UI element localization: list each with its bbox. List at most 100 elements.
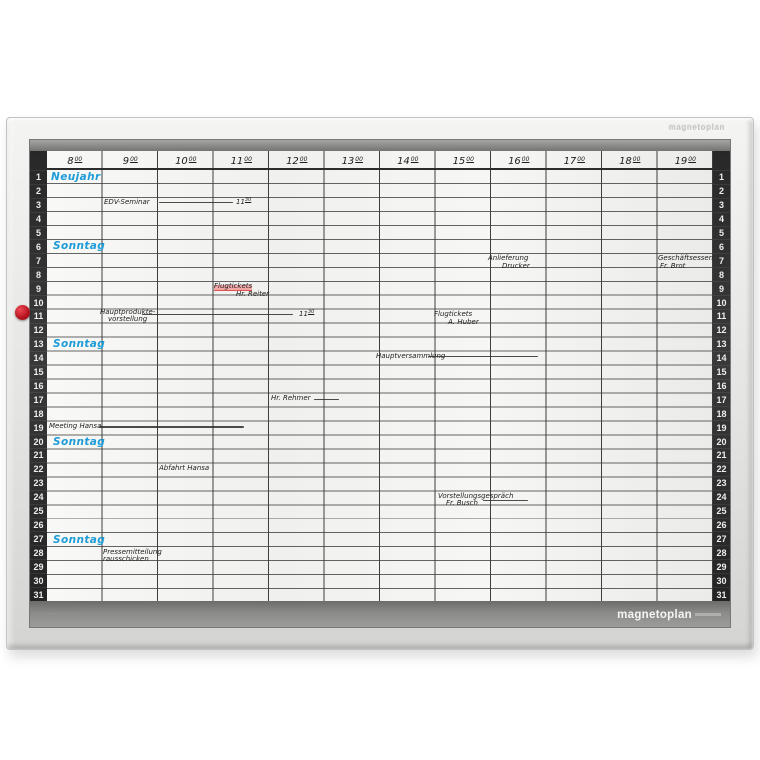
row-number: 28 [713, 545, 730, 559]
time-label: 10 00 [175, 156, 197, 167]
row-number: 8 [30, 267, 47, 281]
frame-emboss-logo: magnetoplan [668, 123, 725, 132]
logo-tagline [695, 613, 721, 616]
row-number: 1 [30, 169, 47, 184]
time-label: 16 00 [508, 156, 530, 167]
appointment-entry: Meeting Hansa [49, 421, 102, 430]
marker-line [159, 201, 233, 204]
time-label: 11 00 [230, 156, 252, 167]
appointment-entry: EDV-Seminar [104, 198, 150, 207]
row-number: 26 [713, 517, 730, 532]
time-label: 12 00 [286, 156, 308, 167]
row-number: 15 [30, 364, 47, 379]
time-label: 14 00 [397, 156, 419, 167]
row-number: 22 [713, 461, 730, 476]
row-number: 25 [30, 503, 47, 518]
appointment-entry: Flugtickets A. Huber [434, 310, 479, 326]
time-header: 8 00 9 00 10 00 11 00 12 00 13 00 14 00 15 00 16 00 17 00 18… [47, 151, 713, 170]
red-magnet [15, 305, 30, 320]
row-number: 19 [30, 420, 47, 434]
entries-layer: Neujahr EDV-Seminar 1130 Sonntag Anlieferung… [47, 170, 713, 601]
row-number: 4 [30, 211, 47, 226]
time-label: 17 00 [563, 156, 585, 167]
row-number: 16 [30, 378, 47, 393]
row-number: 19 [713, 420, 730, 434]
row-number: 24 [713, 489, 730, 504]
row-number: 25 [713, 503, 730, 518]
row-numbers-left: 1 2 3 4 5 6 7 8 9 10 11 12 13 14 15 16 17 18 19 20 21 22 23 24 2… [30, 151, 47, 601]
time-label: 15 00 [452, 156, 474, 167]
time-label: 8 00 [67, 156, 83, 167]
row-number: 9 [713, 281, 730, 295]
row-number: 4 [713, 211, 730, 226]
appointment-entry: 1130 [236, 197, 252, 207]
row-number: 26 [30, 517, 47, 532]
row-number: 31 [713, 587, 730, 601]
row-number: 3 [713, 197, 730, 212]
row-number: 24 [30, 489, 47, 504]
row-number: 27 [713, 531, 730, 545]
row-numbers-right: 1 2 3 4 5 6 7 8 9 10 11 12 13 14 15 16 17 18 19 20 21 22 23 24 2… [713, 151, 730, 601]
row-number: 15 [713, 364, 730, 379]
planner-board: magnetoplan 1 2 3 4 5 6 7 8 9 10 11 12 13 14 15 16 17 18 1… [6, 117, 754, 650]
day-label: Sonntag [53, 240, 106, 253]
row-number: 17 [30, 392, 47, 406]
row-number: 1 [713, 169, 730, 184]
row-number: 18 [713, 406, 730, 420]
row-number: 21 [30, 448, 47, 462]
row-number: 21 [713, 448, 730, 462]
appointment-entry: Pressemitteilung rausschicken [103, 547, 162, 564]
row-number: 9 [30, 281, 47, 295]
row-number: 29 [713, 559, 730, 573]
magnetoplan-logo: magnetoplan [617, 609, 692, 621]
appointment-entry: Geschäftsessen Fr. Brot [658, 254, 714, 270]
appointment-entry: Hauptversammlung [376, 352, 446, 361]
row-number: 31 [30, 587, 47, 601]
row-number: 23 [30, 475, 47, 490]
appointment-entry: Hauptprodukte-vorstellung [100, 307, 156, 324]
appointment-entry: Vorstellungsgespräch Fr. Busch [438, 491, 514, 508]
row-number: 2 [30, 183, 47, 198]
row-number: 6 [30, 239, 47, 253]
time-label: 18 00 [619, 156, 641, 167]
row-number: 11 [713, 308, 730, 323]
appointment-entry: 1130 [299, 309, 315, 319]
row-number: 7 [30, 253, 47, 267]
appointment-entry: Hr. Rehmer [271, 394, 311, 403]
row-number: 7 [713, 253, 730, 267]
grid-wrap: 8 00 9 00 10 00 11 00 12 00 13 00 14 00 15 00 16 00 17 00 18… [47, 151, 713, 601]
top-strip [30, 140, 730, 151]
bottom-strip: ······· ·· ·· magnetoplan [30, 601, 730, 627]
time-label: 13 00 [341, 156, 363, 167]
marker-line [142, 313, 293, 315]
row-number: 20 [713, 434, 730, 448]
marker-line [99, 426, 244, 428]
row-number: 30 [30, 573, 47, 587]
numcol-spacer [30, 151, 47, 170]
row-number: 5 [30, 225, 47, 240]
row-number: 16 [713, 378, 730, 393]
row-number: 14 [713, 350, 730, 365]
time-label: 9 00 [122, 156, 138, 167]
calendar-grid: Neujahr EDV-Seminar 1130 Sonntag Anlieferung… [47, 170, 713, 601]
marker-line [428, 355, 538, 357]
row-number: 17 [713, 392, 730, 406]
row-number: 6 [713, 239, 730, 253]
row-number: 2 [713, 183, 730, 198]
marker-line [314, 398, 339, 400]
row-number: 10 [713, 295, 730, 309]
appointment-entry: Flugtickets Hr. Reiter [214, 282, 269, 298]
row-number: 18 [30, 406, 47, 420]
row-number: 11 [30, 308, 47, 323]
numcol-spacer [713, 151, 730, 170]
board-inner: 1 2 3 4 5 6 7 8 9 10 11 12 13 14 15 16 17 18 19 20 21 22 23 24 2… [29, 139, 731, 628]
fineprint-illegible: ······· ·· ·· [39, 611, 80, 617]
time-label: 19 00 [674, 156, 696, 167]
brand-logo: magnetoplan [617, 605, 721, 623]
row-number: 30 [713, 573, 730, 587]
day-label: Neujahr [51, 170, 101, 183]
day-label: Sonntag [53, 338, 106, 351]
row-number: 13 [30, 336, 47, 351]
row-number: 27 [30, 531, 47, 545]
